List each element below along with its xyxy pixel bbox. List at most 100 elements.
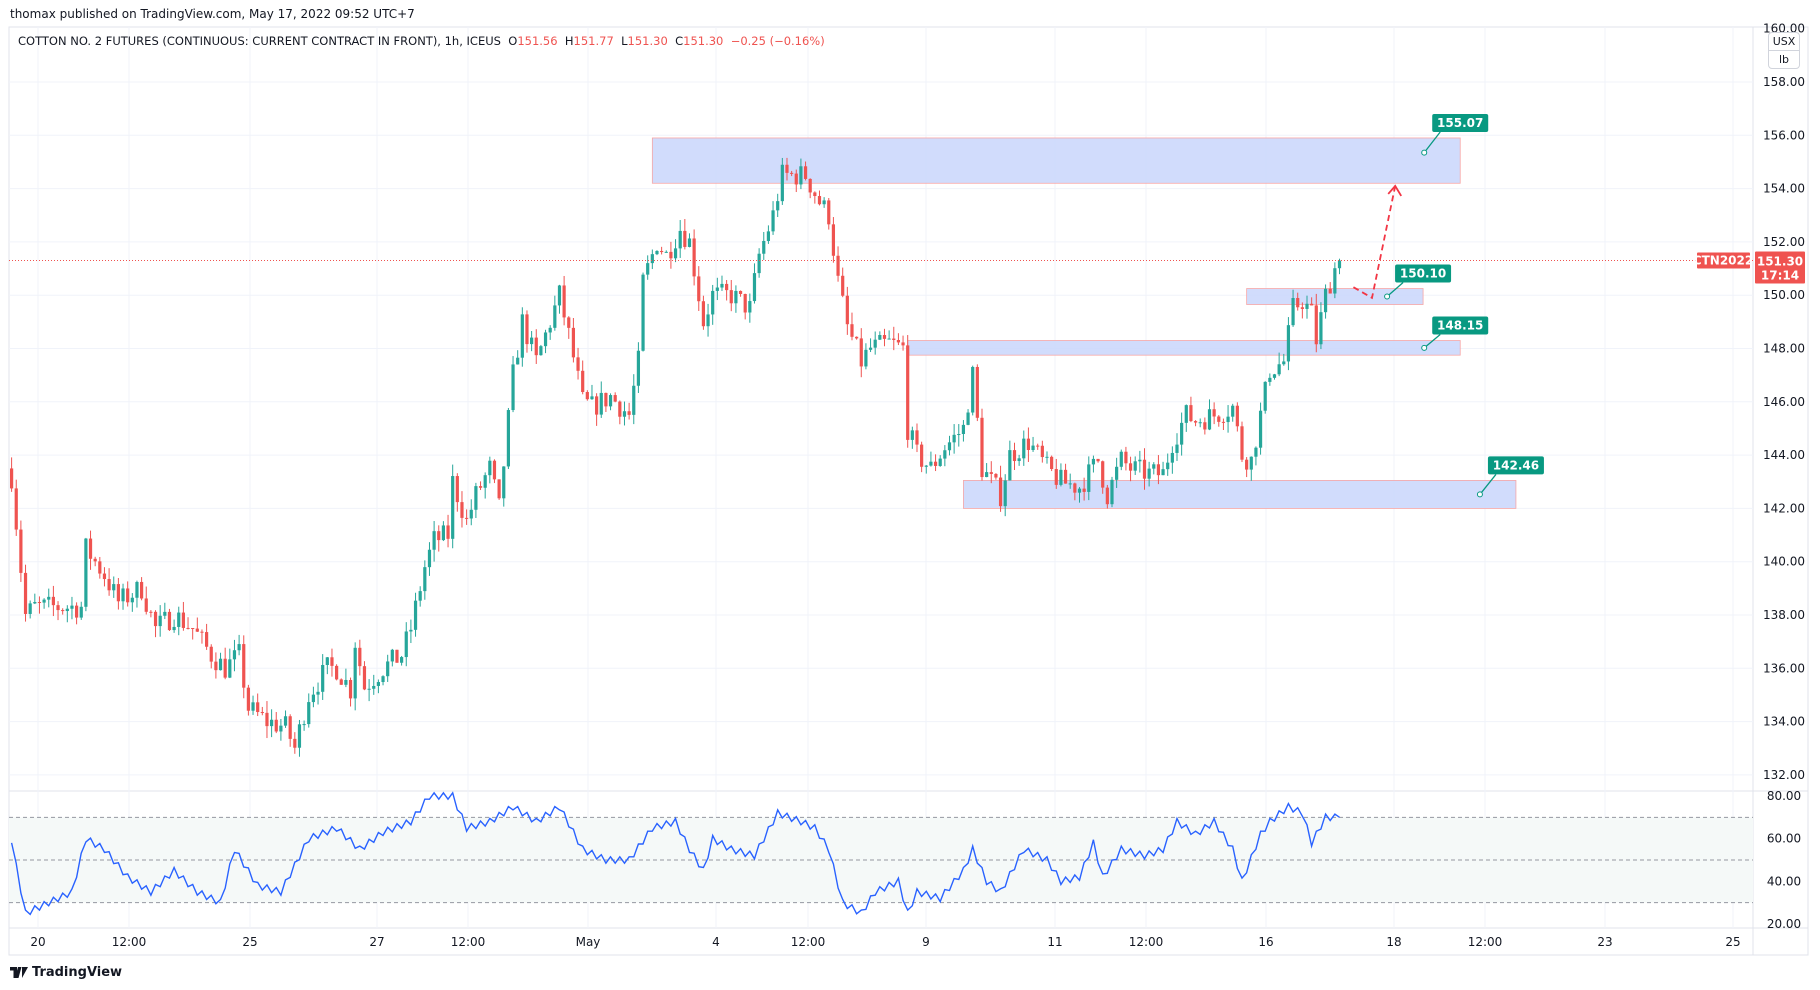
- candle-body: [1254, 447, 1258, 457]
- per-unit[interactable]: lb: [1769, 50, 1799, 68]
- candle-body: [692, 238, 696, 277]
- unit-selector[interactable]: USX lb: [1768, 32, 1800, 69]
- candle-body: [706, 314, 710, 327]
- candle-body: [882, 335, 887, 339]
- candle-up: [28, 600, 32, 619]
- candle-down: [19, 520, 23, 582]
- candle-up: [418, 586, 422, 607]
- candle-body: [539, 346, 543, 356]
- candle-body: [947, 442, 952, 451]
- price-tag-bg: [1395, 264, 1452, 283]
- candle-down: [585, 390, 589, 401]
- candle-down: [845, 286, 849, 335]
- candle-up: [1119, 449, 1123, 471]
- candle-body: [344, 679, 348, 685]
- candle-down: [465, 509, 469, 525]
- candle-body: [455, 476, 459, 503]
- candle-body: [47, 596, 51, 600]
- candle-body: [1203, 422, 1207, 430]
- candle-body: [251, 702, 255, 711]
- candle-body: [302, 724, 306, 726]
- candle-up: [655, 250, 659, 256]
- candle-down: [209, 644, 213, 669]
- price-tag-bg: [1487, 456, 1544, 475]
- candle-body: [808, 178, 812, 193]
- candle-body: [873, 339, 877, 348]
- candle-body: [678, 230, 682, 249]
- rsi-axis[interactable]: 80.00 60.00 40.00 20.00: [1767, 789, 1801, 931]
- candle-down: [23, 564, 28, 622]
- open-value: 151.56: [517, 34, 558, 48]
- candle-body: [181, 612, 185, 628]
- rsi-tick: 40.00: [1767, 874, 1801, 888]
- candle-body: [65, 608, 69, 612]
- candle-body: [149, 611, 153, 613]
- candle-down: [1240, 421, 1244, 463]
- candle-body: [1235, 405, 1239, 427]
- candle-down: [525, 310, 529, 353]
- candle-body: [297, 724, 302, 748]
- candle-body: [1328, 288, 1332, 294]
- candle-body: [270, 719, 274, 727]
- candle-up: [400, 655, 404, 666]
- tradingview-logo[interactable]: TradingView: [10, 965, 122, 980]
- candle-body: [632, 385, 636, 415]
- candle-body: [330, 657, 334, 666]
- candle-down: [339, 678, 343, 685]
- candle-body: [390, 649, 394, 662]
- price-tick: 140.00: [1763, 555, 1805, 569]
- candle-up: [302, 720, 306, 731]
- price-tick: 142.00: [1763, 501, 1805, 515]
- candle-up: [590, 384, 594, 400]
- candle-up: [548, 325, 552, 340]
- currency-unit[interactable]: USX: [1772, 35, 1796, 48]
- candle-body: [112, 584, 116, 591]
- candle-down: [1212, 402, 1216, 425]
- candle-body: [762, 240, 766, 254]
- candle-body: [920, 444, 924, 467]
- candle-body: [1017, 458, 1021, 462]
- candle-body: [246, 687, 250, 711]
- candle-up: [664, 250, 668, 253]
- price-axis[interactable]: 160.00158.00156.00154.00152.00150.00148.…: [1763, 22, 1805, 782]
- candle-down: [595, 393, 599, 426]
- candle-body: [158, 615, 162, 627]
- support-resistance-zone: [963, 480, 1517, 509]
- candle-body: [1170, 452, 1174, 463]
- candle-body: [845, 295, 849, 325]
- candle-up: [372, 674, 376, 695]
- candle-body: [752, 273, 757, 302]
- candle-up: [1087, 456, 1091, 501]
- candle-up: [232, 639, 237, 672]
- candle-down: [808, 178, 812, 199]
- candle-body: [1231, 405, 1235, 417]
- candle-body: [1286, 325, 1291, 362]
- candle-up: [873, 331, 877, 355]
- candle-down: [93, 556, 97, 567]
- candle-body: [901, 342, 905, 346]
- candle-up: [1254, 446, 1258, 466]
- candle-body: [37, 602, 42, 604]
- candle-up: [678, 220, 682, 258]
- chart-border: [8, 26, 1809, 956]
- candle-body: [218, 658, 223, 671]
- price-tick: 134.00: [1763, 715, 1805, 729]
- candle-up: [799, 158, 803, 190]
- candle-up: [432, 521, 436, 562]
- candle-body: [311, 694, 315, 703]
- candle-up: [966, 409, 970, 426]
- candle-down: [831, 217, 836, 263]
- candle-body: [1277, 364, 1281, 375]
- candle-body: [1333, 268, 1337, 294]
- time-axis[interactable]: 20 12:00 25 27 12:00 May 4 12:00 9 11 12:00 16 18 12:…: [30, 935, 1740, 949]
- candle-down: [669, 241, 673, 269]
- candle-down: [1105, 484, 1109, 509]
- candle-up: [474, 482, 478, 519]
- candle-up: [952, 424, 956, 454]
- candle-down: [1296, 292, 1300, 311]
- candle-body: [163, 611, 167, 616]
- candle-body: [116, 584, 120, 602]
- candle-up: [381, 675, 385, 686]
